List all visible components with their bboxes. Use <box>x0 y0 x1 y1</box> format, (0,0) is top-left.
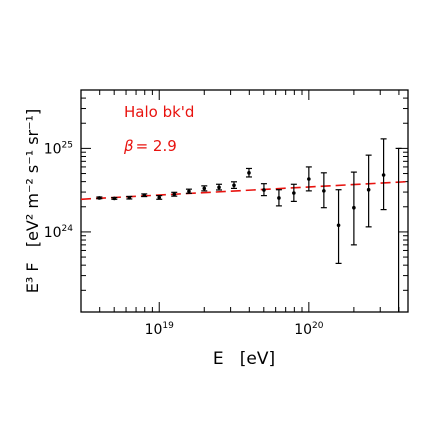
data-point <box>290 183 297 202</box>
data-point <box>216 183 223 191</box>
data-point <box>305 166 312 192</box>
y-axis-label: E³ F [eV² m⁻² s⁻¹ sr⁻¹] <box>23 109 42 293</box>
data-marker <box>381 173 386 177</box>
data-point <box>320 172 327 209</box>
data-point <box>380 138 387 211</box>
data-marker <box>217 185 221 190</box>
axis-ticks <box>80 89 408 312</box>
data-point <box>111 196 118 201</box>
data-points-layer <box>96 138 402 312</box>
data-marker <box>292 191 296 195</box>
data-point <box>365 154 372 228</box>
x-tick-labels: 1019 1020 <box>145 321 324 338</box>
data-point <box>230 181 237 189</box>
data-point <box>260 183 267 197</box>
data-marker <box>142 193 147 198</box>
x-tick-label: 1020 <box>294 321 324 338</box>
data-point <box>350 171 357 246</box>
data-marker <box>172 192 177 197</box>
x-axis-label: E [eV] <box>213 349 275 369</box>
data-marker <box>247 171 251 175</box>
data-marker <box>187 189 191 194</box>
annotation-halo: Halo bk'd <box>124 103 194 121</box>
annotation-beta: β = 2.9 <box>123 137 177 155</box>
data-marker <box>336 223 341 228</box>
data-point <box>185 188 192 194</box>
x-tick-label: 1019 <box>145 321 175 338</box>
data-marker <box>322 189 326 193</box>
data-point <box>171 191 178 197</box>
data-point <box>201 185 208 192</box>
data-marker <box>262 188 266 192</box>
data-marker <box>97 196 102 200</box>
y-tick-labels: 1024 1025 <box>44 140 74 241</box>
plot-frame <box>80 89 409 313</box>
data-point <box>395 147 402 312</box>
data-marker <box>307 177 311 181</box>
data-point <box>245 167 252 178</box>
data-marker <box>112 196 117 201</box>
data-point <box>96 196 103 200</box>
data-marker <box>352 205 356 210</box>
y-tick-label: 1025 <box>44 140 73 157</box>
data-marker <box>277 196 281 200</box>
data-marker <box>232 183 236 188</box>
data-marker <box>202 186 207 191</box>
y-tick-label: 1024 <box>44 224 74 241</box>
data-marker <box>157 195 162 200</box>
data-point <box>275 189 282 207</box>
plot-area <box>80 89 409 313</box>
data-marker <box>127 196 132 200</box>
data-point <box>141 193 148 198</box>
data-point <box>126 195 133 200</box>
data-point <box>335 189 342 264</box>
data-point <box>156 195 163 200</box>
data-marker <box>366 187 371 192</box>
